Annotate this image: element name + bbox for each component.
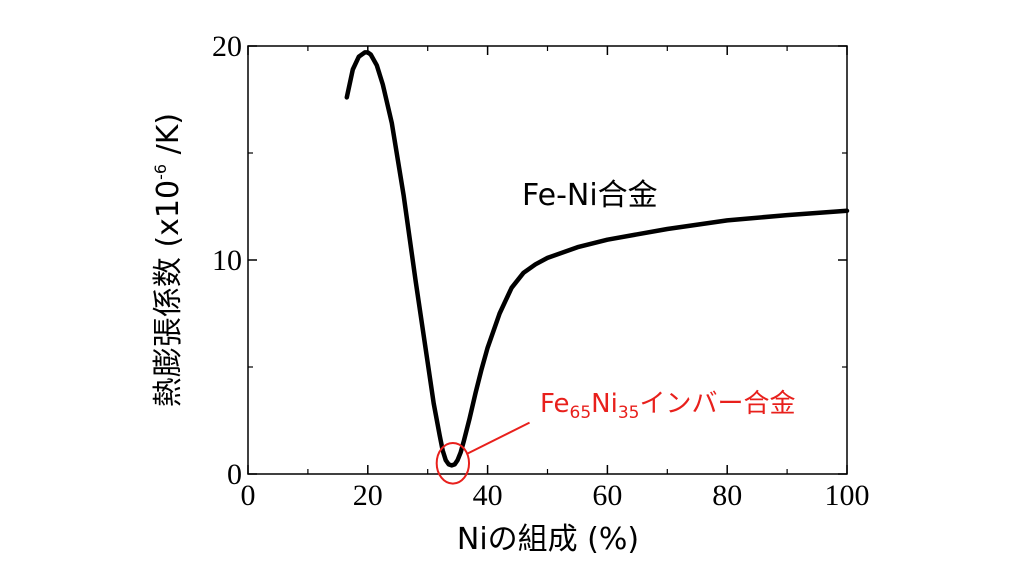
y-tick-label: 20 [212,30,242,63]
annotation-label: Fe65Ni35インバー合金 [540,389,796,423]
annotation-text: インバー合金 [640,389,796,419]
series-line-fe-ni [344,50,850,468]
y-title-unit: /K) [151,113,186,164]
axis-tick-labels: 0 20 40 60 80 100 0 10 20 [212,30,870,512]
annotation-subscript: 65 [570,403,592,423]
x-tick-label: 60 [592,479,622,512]
x-tick-label: 80 [712,479,742,512]
x-axis-title: Niの組成 (%) [457,522,639,557]
y-axis-title: 熱膨張係数 (x10-6 /K) [151,113,186,407]
annotation-text: Fe [540,389,570,419]
y-title-main: 熱膨張係数 (x10 [151,180,186,407]
y-tick-label: 0 [227,458,242,491]
y-title-exponent: -6 [151,164,170,180]
annotation-text: Ni [591,389,618,419]
annotation-circle [435,441,471,485]
axis-ticks [247,45,848,475]
y-tick-label: 10 [212,244,242,277]
x-tick-label: 0 [241,479,256,512]
annotation-leader-line [466,421,530,455]
x-tick-label: 40 [473,479,503,512]
x-tick-label: 20 [353,479,383,512]
x-tick-label: 100 [825,479,870,512]
series-label: Fe-Ni合金 [522,178,658,213]
annotation-subscript: 35 [618,403,640,423]
